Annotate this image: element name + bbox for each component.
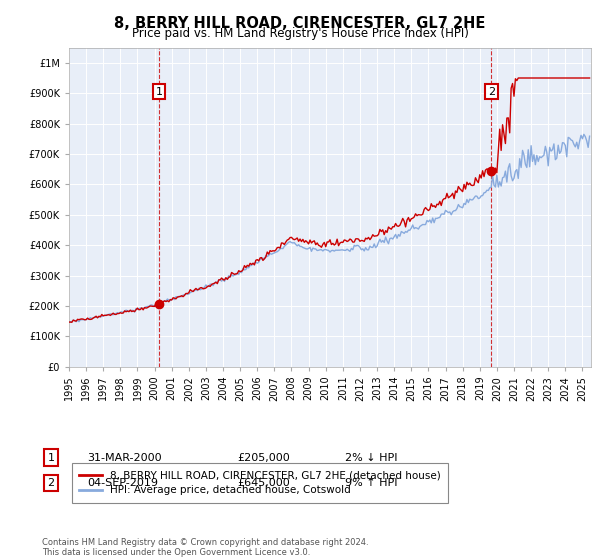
Text: 31-MAR-2000: 31-MAR-2000 xyxy=(87,452,161,463)
Text: 2: 2 xyxy=(488,87,495,97)
Text: Contains HM Land Registry data © Crown copyright and database right 2024.
This d: Contains HM Land Registry data © Crown c… xyxy=(42,538,368,557)
Text: 9% ↑ HPI: 9% ↑ HPI xyxy=(345,478,398,488)
Text: £205,000: £205,000 xyxy=(237,452,290,463)
Text: 04-SEP-2019: 04-SEP-2019 xyxy=(87,478,158,488)
Text: 2% ↓ HPI: 2% ↓ HPI xyxy=(345,452,398,463)
Text: £645,000: £645,000 xyxy=(237,478,290,488)
Text: 8, BERRY HILL ROAD, CIRENCESTER, GL7 2HE: 8, BERRY HILL ROAD, CIRENCESTER, GL7 2HE xyxy=(115,16,485,31)
Text: Price paid vs. HM Land Registry's House Price Index (HPI): Price paid vs. HM Land Registry's House … xyxy=(131,27,469,40)
Text: 1: 1 xyxy=(155,87,163,97)
Text: 1: 1 xyxy=(47,452,55,463)
Text: 2: 2 xyxy=(47,478,55,488)
Legend: 8, BERRY HILL ROAD, CIRENCESTER, GL7 2HE (detached house), HPI: Average price, d: 8, BERRY HILL ROAD, CIRENCESTER, GL7 2HE… xyxy=(71,463,448,503)
